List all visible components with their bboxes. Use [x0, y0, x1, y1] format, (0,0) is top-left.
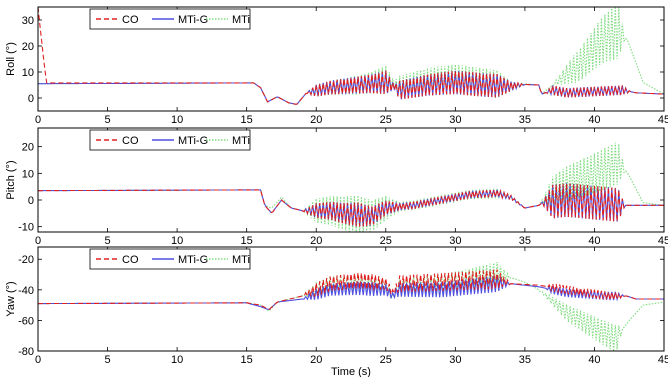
x-tick-label: 15 — [241, 354, 253, 366]
x-tick-label: 10 — [171, 114, 183, 126]
x-tick-label: 45 — [658, 235, 668, 247]
legend: CO MTi-G MTi — [89, 248, 251, 270]
y-tick-label: -80 — [18, 346, 34, 358]
x-tick-label: 0 — [35, 235, 41, 247]
series-co — [38, 269, 664, 311]
x-tick-label: 10 — [171, 235, 183, 247]
x-tick-label: 30 — [449, 235, 461, 247]
x-tick-label: 20 — [310, 114, 322, 126]
y-tick-label: 30 — [22, 15, 34, 27]
legend-label: CO — [122, 254, 139, 266]
legend-label: MTi-G — [178, 14, 208, 26]
y-axis-label: Yaw (°) — [5, 281, 17, 316]
x-tick-label: 0 — [35, 354, 41, 366]
x-tick-label: 40 — [588, 354, 600, 366]
y-tick-label: -40 — [18, 285, 34, 297]
x-tick-label: 5 — [104, 114, 110, 126]
x-tick-label: 0 — [35, 114, 41, 126]
x-tick-label: 30 — [449, 354, 461, 366]
x-tick-label: 35 — [519, 114, 531, 126]
x-tick-label: 30 — [449, 114, 461, 126]
legend: CO MTi-G MTi — [89, 8, 251, 30]
series-mti-g — [38, 70, 664, 105]
series-co — [38, 183, 664, 227]
y-axis-label: Roll (°) — [5, 42, 17, 76]
axes-frame — [37, 6, 665, 112]
x-tick-label: 10 — [171, 354, 183, 366]
y-axis-label: Pitch (°) — [5, 160, 17, 199]
x-tick-label: 5 — [104, 235, 110, 247]
x-tick-label: 20 — [310, 235, 322, 247]
legend-label: MTi — [232, 135, 250, 147]
x-tick-label: 15 — [241, 114, 253, 126]
y-tick-label: 0 — [28, 195, 34, 207]
legend: CO MTi-G MTi — [89, 129, 251, 151]
x-tick-label: 5 — [104, 354, 110, 366]
series-co — [38, 7, 664, 105]
y-tick-label: -10 — [18, 222, 34, 234]
series-mti — [38, 261, 664, 351]
series-mti — [38, 142, 664, 232]
x-tick-label: 35 — [519, 235, 531, 247]
x-tick-label: 15 — [241, 235, 253, 247]
y-tick-label: 10 — [22, 67, 34, 79]
x-tick-label: 45 — [658, 354, 668, 366]
x-tick-label: 35 — [519, 354, 531, 366]
axes-frame — [37, 127, 665, 233]
x-tick-label: 40 — [588, 114, 600, 126]
y-tick-label: 0 — [28, 93, 34, 105]
y-tick-label: -20 — [18, 254, 34, 266]
x-tick-label: 25 — [380, 354, 392, 366]
panel-0: 0 5 10 15 20 25 30 35 40 45 0 10 20 30 Roll (°) CO MTi-G… — [5, 6, 668, 126]
legend-label: MTi — [232, 254, 250, 266]
x-axis-label: Time (s) — [331, 366, 371, 377]
y-tick-label: -60 — [18, 315, 34, 327]
legend-label: CO — [122, 135, 139, 147]
legend-label: MTi — [232, 14, 250, 26]
legend-label: MTi-G — [178, 135, 208, 147]
x-tick-label: 20 — [310, 354, 322, 366]
y-tick-label: 20 — [22, 41, 34, 53]
axes-frame — [37, 246, 665, 352]
panel-2: 0 5 10 15 20 25 30 35 40 45 -80 -60 -40 -20 Yaw (°) Tim… — [5, 246, 668, 377]
x-tick-label: 25 — [380, 114, 392, 126]
x-tick-label: 25 — [380, 235, 392, 247]
legend-label: MTi-G — [178, 254, 208, 266]
y-tick-label: 10 — [22, 168, 34, 180]
y-tick-label: 20 — [22, 142, 34, 154]
x-tick-label: 45 — [658, 114, 668, 126]
legend-label: CO — [122, 14, 139, 26]
x-tick-label: 40 — [588, 235, 600, 247]
series-mti — [38, 7, 664, 105]
